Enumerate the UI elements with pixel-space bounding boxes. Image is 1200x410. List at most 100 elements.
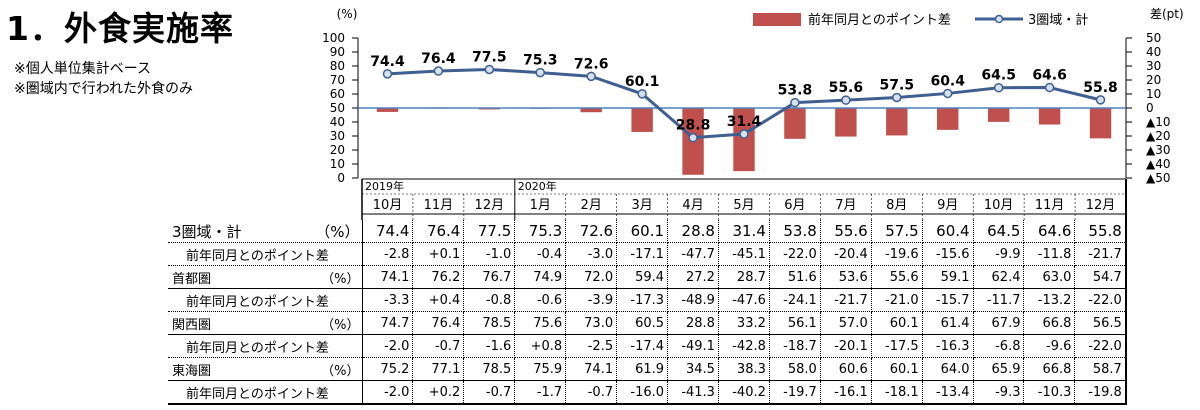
table-cell: 72.6	[565, 220, 618, 243]
legend-line-marker	[994, 14, 1004, 24]
table-cell: -0.7	[565, 380, 618, 405]
right-tick-label: 30	[1146, 59, 1161, 73]
table-cell: 27.2	[667, 265, 719, 289]
table-cell: 55.6	[820, 220, 872, 243]
table-cell: -20.1	[820, 334, 872, 358]
table-cell: 61.4	[922, 311, 974, 335]
data-label: 53.8	[778, 83, 813, 99]
legend-bar-swatch	[753, 13, 801, 26]
data-label: 64.5	[981, 68, 1016, 84]
table-cell: 60.6	[820, 357, 872, 381]
right-tick-label: ▲50	[1146, 171, 1171, 185]
right-tick-label: 40	[1146, 45, 1161, 59]
table-cell: 55.8	[1074, 220, 1127, 243]
table-cell: 57.0	[820, 311, 872, 335]
line-marker	[942, 88, 953, 99]
data-label: 72.6	[574, 56, 609, 72]
month-label: 12月	[475, 198, 505, 213]
month-label: 8月	[886, 198, 907, 213]
table-cell: 62.4	[973, 265, 1025, 289]
line-marker	[1095, 95, 1106, 105]
table-cell: +0.8	[514, 334, 567, 358]
row-label: 前年同月とのポイント差	[168, 334, 363, 358]
table-cell: -0.7	[412, 334, 465, 358]
table-cell: -41.3	[667, 380, 719, 405]
line-marker	[892, 92, 902, 103]
row-label: 東海圏 （%）	[168, 357, 363, 381]
table-cell: -48.9	[667, 288, 719, 312]
right-tick-label: ▲30	[1146, 143, 1171, 157]
table-cell: -40.2	[718, 380, 770, 405]
table-cell: -1.7	[514, 380, 567, 405]
line-marker	[433, 66, 444, 76]
table-cell: 53.6	[820, 265, 872, 289]
line-marker	[484, 64, 495, 75]
line-marker	[535, 67, 546, 78]
table-cell: 59.1	[922, 265, 974, 289]
table-cell: 61.9	[616, 357, 669, 381]
table-row: 関西圏 （%） 74.7 76.4 78.5 75.6 73.0 60.5 28.8 33.2 56…	[168, 311, 1127, 335]
table-cell: -47.7	[667, 242, 719, 266]
row-label-text: 東海圏	[172, 363, 212, 379]
table-cell: -24.1	[769, 288, 821, 312]
table-cell: 56.5	[1074, 311, 1127, 335]
left-tick-label: 20	[330, 143, 345, 157]
row-unit: （%）	[321, 271, 360, 287]
table-cell: 66.8	[1023, 357, 1076, 381]
table-cell: -2.0	[362, 334, 414, 358]
table-cell: 67.9	[973, 311, 1025, 335]
table-cell: 73.0	[565, 311, 618, 335]
table-cell: 28.7	[718, 265, 770, 289]
table-cell: 56.1	[769, 311, 821, 335]
data-label: 77.5	[472, 50, 507, 66]
line-marker	[993, 82, 1004, 93]
bar-point-diff	[886, 108, 908, 136]
table-cell: 66.8	[1023, 311, 1076, 335]
table-cell: 60.5	[616, 311, 669, 335]
row-label: 前年同月とのポイント差	[168, 288, 363, 312]
row-label: 3圏域・計 （%）	[168, 220, 363, 243]
table-cell: 75.6	[514, 311, 567, 335]
table-cell: 28.8	[667, 311, 719, 335]
table-cell: -47.6	[718, 288, 770, 312]
table-cell: 60.4	[922, 220, 974, 243]
table-cell: -1.6	[463, 334, 516, 358]
month-label: 7月	[835, 198, 856, 213]
bar-point-diff	[580, 108, 602, 113]
month-label: 10月	[984, 198, 1014, 213]
line-marker	[739, 129, 749, 139]
row-unit: （%）	[321, 363, 360, 379]
line-marker	[790, 97, 800, 108]
table-cell: -9.3	[973, 380, 1025, 405]
table-cell: -17.5	[871, 334, 923, 358]
table-row: 前年同月とのポイント差 -2.0 -0.7 -1.6 +0.8 -2.5 -17.4 -49.…	[168, 334, 1127, 358]
table-cell: 58.7	[1074, 357, 1127, 381]
left-tick-label: 40	[330, 115, 345, 129]
month-label: 4月	[682, 198, 703, 213]
table-cell: -2.5	[565, 334, 618, 358]
row-label-text: 前年同月とのポイント差	[186, 386, 329, 402]
table-row: 首都圏 （%） 74.1 76.2 76.7 74.9 72.0 59.4 27.2 28.7 51…	[168, 265, 1127, 289]
table-cell: 33.2	[718, 311, 770, 335]
row-label-text: 関西圏	[172, 317, 212, 333]
dining-rate-chart: (%)1009080706050403020100差(pt)5040302010…	[322, 7, 1184, 220]
row-label: 関西圏 （%）	[168, 311, 363, 335]
row-unit: （%）	[321, 317, 360, 333]
table-cell: -2.8	[362, 242, 414, 266]
month-label: 10月	[373, 198, 403, 213]
table-cell: -16.1	[820, 380, 872, 405]
table-cell: -17.1	[616, 242, 669, 266]
table-cell: -0.6	[514, 288, 567, 312]
data-table: 3圏域・計 （%） 74.4 76.4 77.5 75.3 72.6 60.1 28.8 31.4…	[168, 220, 1127, 405]
table-cell: -21.7	[820, 288, 872, 312]
data-label: 74.4	[370, 54, 405, 70]
right-tick-label: 20	[1146, 73, 1161, 87]
table-row: 前年同月とのポイント差 -2.0 +0.2 -0.7 -1.7 -0.7 -16.0 -41.…	[168, 380, 1127, 405]
table-cell: 78.5	[463, 311, 516, 335]
table-cell: 77.1	[412, 357, 465, 381]
table-row: 前年同月とのポイント差 -2.8 +0.1 -1.0 -0.4 -3.0 -17.1 -47.…	[168, 242, 1127, 266]
table-cell: -18.7	[769, 334, 821, 358]
month-label: 6月	[784, 198, 805, 213]
table-cell: -11.8	[1023, 242, 1076, 266]
table-cell: 34.5	[667, 357, 719, 381]
